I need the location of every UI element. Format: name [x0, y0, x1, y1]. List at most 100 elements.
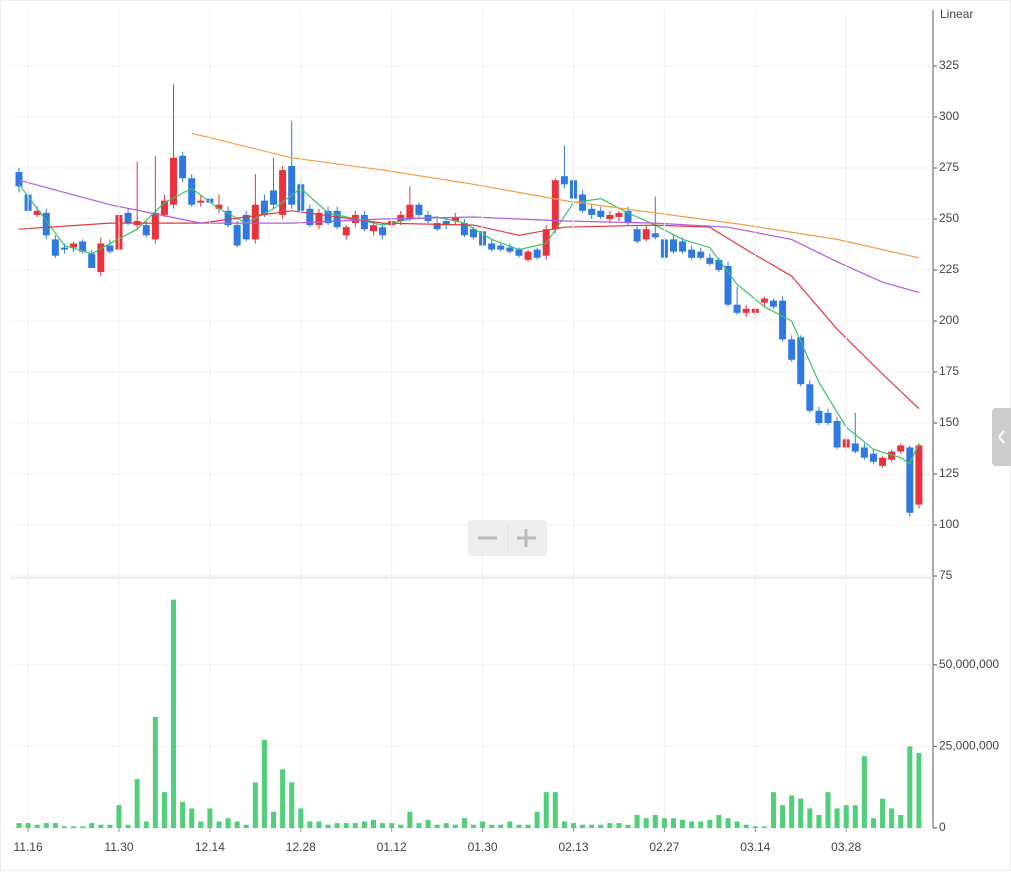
candle-body	[760, 298, 768, 303]
moving-average-line	[191, 132, 920, 259]
volume-bar	[289, 782, 295, 828]
candle-body	[706, 257, 714, 264]
candle-body	[797, 337, 805, 385]
candle-body	[260, 200, 268, 215]
volume-bar	[843, 805, 849, 828]
volume-bar	[61, 826, 67, 828]
candle-body	[142, 225, 150, 236]
candle-body	[188, 178, 196, 205]
candle-body	[315, 212, 323, 226]
candle-body	[451, 216, 459, 222]
y-tick-label: 25,000,000	[939, 739, 999, 753]
y-tick-label: 0	[939, 820, 946, 834]
candle-body	[51, 239, 59, 256]
volume-bar	[707, 819, 713, 828]
x-tick-label: 03.14	[740, 840, 770, 854]
candle-body	[397, 214, 405, 222]
candle-body	[306, 208, 314, 226]
candle-body	[288, 165, 296, 205]
candle-body	[224, 210, 232, 226]
moving-average-line	[18, 183, 920, 465]
x-tick-label: 11.16	[14, 840, 43, 854]
volume-bar	[861, 756, 867, 828]
candle-body	[769, 300, 777, 307]
volume-bar	[834, 808, 840, 828]
volume-bar	[489, 824, 495, 828]
volume-bar	[125, 824, 131, 828]
candle-body	[679, 241, 687, 252]
candle-body	[406, 204, 414, 219]
volume-bar	[407, 811, 413, 828]
candle-body	[824, 412, 832, 423]
candle-body	[897, 445, 905, 452]
candle-body	[215, 204, 223, 209]
candle-body	[588, 208, 596, 215]
volume-bar	[552, 792, 558, 828]
zoom-in[interactable]	[517, 529, 536, 547]
volume-bar	[52, 823, 58, 828]
volume-bar	[680, 819, 686, 828]
x-tick-label: 02.27	[649, 840, 679, 854]
candle-body	[70, 243, 78, 248]
volume-bar	[716, 814, 722, 828]
volume-bar	[152, 717, 158, 828]
volume-bar	[852, 805, 858, 828]
candle-body	[179, 155, 187, 179]
volume-bar	[389, 823, 395, 828]
candle-body	[833, 420, 841, 448]
candle-body	[524, 251, 532, 260]
candle-body	[906, 447, 914, 513]
candle-body	[915, 445, 923, 505]
side-tab[interactable]	[992, 408, 1011, 466]
volume-bar	[216, 821, 222, 828]
x-tick-label: 01.12	[377, 840, 407, 854]
volume-bar	[225, 818, 231, 828]
volume-bar	[307, 821, 313, 828]
scale-label: Linear	[940, 7, 973, 21]
volume-bar	[752, 826, 758, 828]
volume-bar	[461, 818, 467, 828]
candle-body	[324, 210, 332, 224]
y-tick-label: 150	[939, 415, 959, 429]
candle-body	[233, 225, 241, 246]
volume-bar	[816, 814, 822, 828]
y-tick-label: 200	[939, 313, 959, 327]
candle-body	[88, 253, 96, 268]
y-tick-label: 225	[939, 262, 959, 276]
candle-body	[615, 212, 623, 217]
moving-average-line	[18, 210, 920, 410]
y-tick-label: 175	[939, 364, 959, 378]
candle-body	[15, 172, 23, 187]
volume-bar	[398, 824, 404, 828]
volume-bar	[889, 808, 895, 828]
volume-bar	[171, 599, 177, 828]
candle-body	[533, 249, 541, 258]
volume-bar	[652, 814, 658, 828]
volume-bar	[580, 824, 586, 828]
volume-bar	[825, 792, 831, 828]
candle-body	[724, 265, 732, 305]
volume-bar	[361, 821, 367, 828]
volume-bar	[761, 826, 767, 828]
candle-body	[124, 212, 132, 224]
volume-bar	[89, 823, 95, 828]
volume-bar	[25, 823, 31, 828]
candle-body	[151, 212, 159, 240]
volume-bar	[561, 821, 567, 828]
volume-bar	[280, 769, 286, 828]
y-tick-label: 75	[939, 568, 953, 582]
volume-bar	[698, 821, 704, 828]
volume-bar	[380, 823, 386, 828]
candle-body	[370, 225, 378, 232]
volume-bar	[316, 821, 322, 828]
volume-bar	[271, 811, 277, 828]
volume-bar	[180, 801, 186, 828]
volume-bar	[689, 821, 695, 828]
candle-body	[197, 200, 205, 203]
volume-bar	[570, 823, 576, 828]
volume-bar	[198, 821, 204, 828]
volume-bar	[661, 818, 667, 828]
x-tick-label: 01.30	[468, 840, 498, 854]
